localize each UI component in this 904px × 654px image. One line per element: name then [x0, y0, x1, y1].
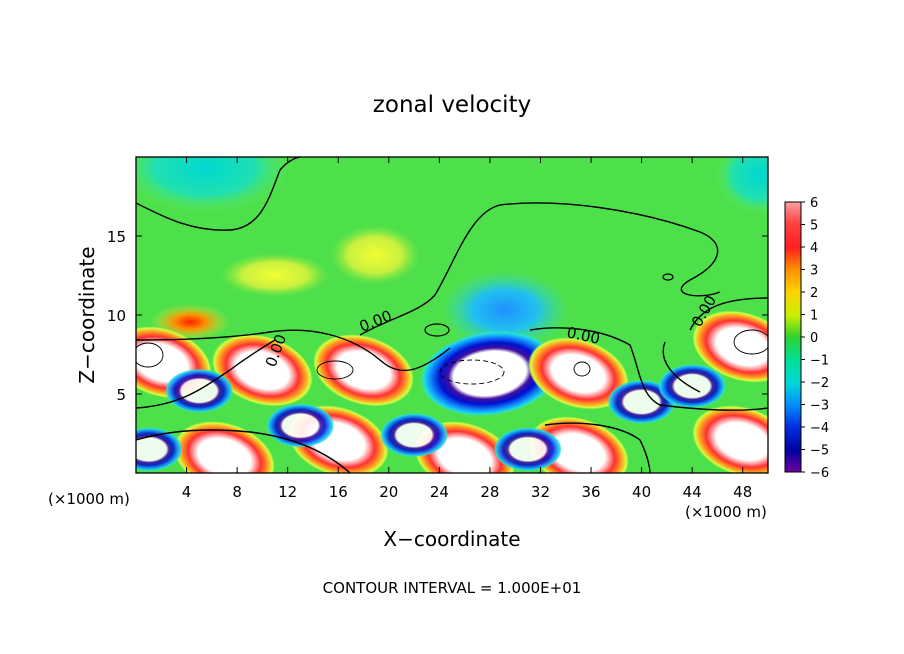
- positive-cell: [211, 334, 313, 407]
- x-tick-label: 40: [632, 483, 651, 501]
- positive-cell: [527, 416, 629, 473]
- inner-contour-pos-2: [573, 361, 591, 377]
- colorbar-tick-label: −3: [810, 399, 829, 414]
- x-tick-label: 20: [379, 483, 398, 501]
- x-unit-label-right: (×1000 m): [685, 503, 767, 521]
- negative-cell: [420, 330, 560, 417]
- y-tick-label: 10: [107, 307, 126, 325]
- colorbar-tick-label: 0: [810, 331, 818, 346]
- colorbar-tick-label: 4: [810, 241, 818, 256]
- zero-contour-far-right: [662, 297, 768, 393]
- plot-area: 0.00 0.00 0.00 0.00: [136, 157, 768, 473]
- negative-band: [136, 427, 183, 472]
- x-tick-label: 12: [278, 483, 297, 501]
- footer-note: CONTOUR INTERVAL = 1.000E+01: [323, 579, 582, 597]
- positive-cell: [312, 334, 415, 407]
- zero-contour-mid-2: [136, 329, 451, 372]
- inner-contour-neg: [439, 359, 505, 385]
- x-tick-label: 44: [683, 483, 702, 501]
- velocity-cells: [136, 310, 768, 473]
- positive-cell: [173, 421, 276, 473]
- yellow-region: [330, 225, 420, 285]
- colorbar-tick-label: 6: [810, 196, 818, 211]
- negative-band: [380, 413, 449, 458]
- y-axis: 5 10 15: [107, 228, 768, 404]
- x-axis-label: X−coordinate: [383, 527, 520, 551]
- cyan-region-upper-left: [136, 157, 290, 213]
- inner-contour-pos: [316, 360, 354, 380]
- inner-contour-pos-4: [733, 329, 768, 355]
- small-contour-2: [662, 273, 674, 281]
- x-unit-label-left: (×1000 m): [48, 490, 130, 508]
- negative-band: [658, 364, 727, 409]
- colorbar-tick-label: −1: [810, 354, 829, 369]
- x-tick-label: 8: [232, 483, 242, 501]
- x-tick-label: 16: [329, 483, 348, 501]
- colorbar-tick-label: 1: [810, 309, 818, 324]
- zero-contour-right: [529, 327, 768, 473]
- y-axis-label: Z−coordinate: [75, 246, 99, 383]
- x-tick-label: 32: [531, 483, 550, 501]
- zero-contour-mid: [359, 202, 721, 336]
- colorbar-tick-label: 3: [810, 264, 818, 279]
- blue-plume: [440, 270, 570, 350]
- colorbar-tick-label: −2: [810, 376, 829, 391]
- x-tick-label: 28: [480, 483, 499, 501]
- x-tick-label: 24: [430, 483, 449, 501]
- small-contour: [424, 323, 450, 337]
- negative-band: [607, 379, 676, 424]
- cyan-region-upper-right: [715, 157, 768, 215]
- positive-cell: [527, 337, 629, 410]
- colorbar-tick-label: −5: [810, 444, 829, 459]
- zero-contour-lower: [136, 339, 351, 473]
- colorbar-tick-label: −6: [810, 466, 829, 481]
- colorbar: 6 5 4 3 2 1 0 −1 −2 −3 −4 −5 −6: [784, 196, 829, 481]
- colorbar-ticks: 6 5 4 3 2 1 0 −1 −2 −3 −4 −5 −6: [801, 196, 829, 481]
- negative-band: [266, 403, 335, 448]
- colorbar-gradient: [784, 201, 802, 473]
- chart-title: zonal velocity: [373, 92, 531, 118]
- colorbar-tick-label: 5: [810, 219, 818, 234]
- yellow-region-2: [220, 253, 330, 297]
- inner-contour-pos-3: [136, 342, 164, 368]
- x-axis: 4 8 12 16 20 24 28 32 36 40 44 48: [182, 157, 752, 501]
- negative-band: [493, 427, 562, 472]
- x-tick-label: 36: [581, 483, 600, 501]
- colorbar-tick-label: 2: [810, 286, 818, 301]
- colorbar-tick-label: −4: [810, 421, 829, 436]
- y-tick-label: 15: [107, 228, 126, 246]
- x-tick-label: 48: [733, 483, 752, 501]
- y-tick-label: 5: [116, 386, 126, 404]
- zero-contour-upper: [136, 157, 301, 231]
- x-tick-label: 4: [182, 483, 192, 501]
